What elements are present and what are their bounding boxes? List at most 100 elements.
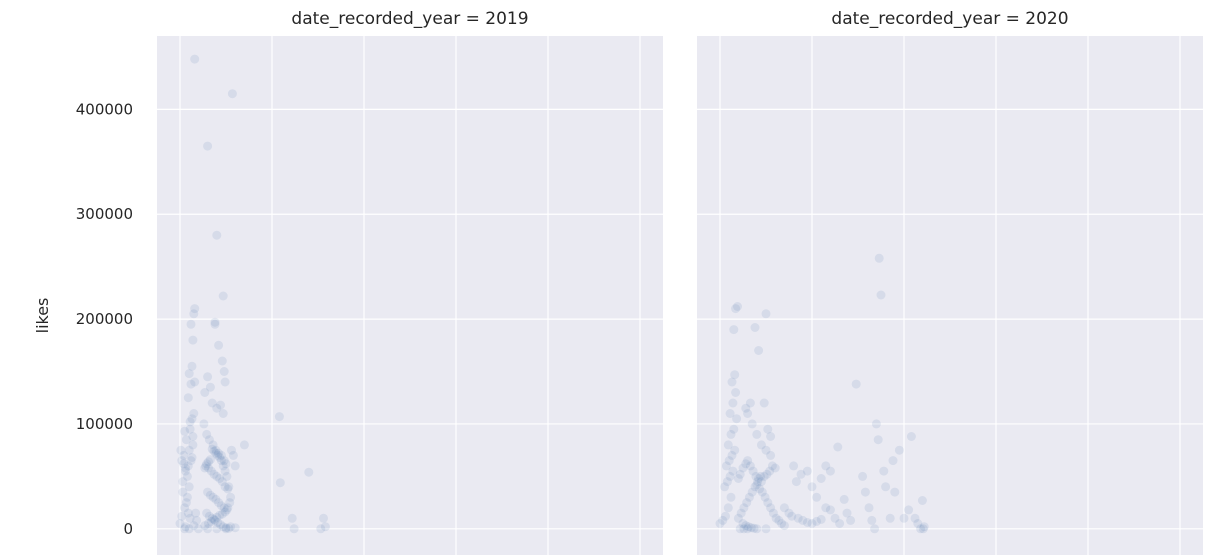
- data-point: [189, 309, 199, 319]
- y-tick-label: 300000: [76, 205, 133, 223]
- data-point: [209, 514, 219, 524]
- data-point: [798, 515, 808, 525]
- data-point: [224, 482, 234, 492]
- data-point: [211, 445, 221, 455]
- data-point: [184, 524, 194, 534]
- data-point: [812, 516, 822, 526]
- data-point: [289, 524, 299, 534]
- data-point: [765, 466, 775, 476]
- data-point: [180, 524, 190, 534]
- data-point: [894, 445, 904, 455]
- data-point: [214, 448, 224, 458]
- data-point: [770, 463, 780, 473]
- data-point: [223, 484, 233, 494]
- data-point: [202, 429, 212, 439]
- data-point: [274, 412, 284, 422]
- data-point: [720, 482, 730, 492]
- data-point: [212, 471, 222, 481]
- data-point: [213, 450, 223, 460]
- data-point: [724, 456, 734, 466]
- data-point: [219, 367, 229, 376]
- data-point: [881, 482, 891, 492]
- data-point: [181, 522, 190, 532]
- data-point: [214, 498, 224, 508]
- data-point: [913, 519, 923, 528]
- data-point: [745, 461, 755, 471]
- data-point: [731, 388, 741, 397]
- y-tick-label: 400000: [76, 100, 133, 118]
- data-point: [221, 459, 231, 469]
- data-point: [210, 515, 220, 525]
- data-point: [759, 398, 769, 408]
- data-point: [760, 492, 770, 502]
- y-tick-label: 100000: [76, 415, 133, 433]
- data-point: [202, 459, 212, 469]
- data-point: [802, 518, 812, 527]
- data-point: [204, 435, 214, 445]
- data-point: [725, 409, 735, 418]
- data-point: [216, 400, 225, 410]
- data-point: [319, 513, 328, 523]
- data-point: [723, 503, 733, 513]
- data-point: [204, 511, 214, 521]
- data-point: [230, 523, 240, 533]
- data-point: [225, 498, 235, 508]
- data-point: [209, 446, 219, 456]
- data-point: [220, 482, 230, 492]
- data-point: [821, 461, 831, 471]
- data-point: [899, 513, 909, 523]
- data-point: [807, 482, 817, 492]
- data-point: [789, 461, 799, 471]
- data-point: [217, 356, 227, 366]
- data-point: [208, 492, 218, 502]
- data-point: [743, 409, 753, 418]
- data-point: [188, 335, 198, 345]
- data-point: [784, 508, 794, 518]
- data-point: [749, 523, 759, 533]
- data-point: [187, 453, 197, 462]
- data-point: [802, 466, 812, 476]
- data-point: [735, 524, 745, 534]
- data-point: [182, 492, 192, 502]
- data-point: [733, 513, 743, 523]
- data-point: [181, 466, 190, 476]
- data-point: [747, 419, 757, 429]
- data-point: [851, 379, 861, 389]
- data-point: [227, 445, 236, 455]
- data-point: [725, 471, 735, 481]
- data-point: [738, 463, 748, 473]
- data-point: [918, 524, 928, 534]
- panel-background: [697, 36, 1203, 555]
- data-point: [888, 456, 898, 466]
- data-point: [200, 463, 210, 473]
- data-point: [825, 466, 835, 476]
- data-point: [205, 455, 215, 465]
- data-point: [774, 515, 784, 525]
- data-point: [183, 393, 193, 403]
- data-point: [766, 432, 776, 441]
- data-point: [186, 379, 196, 389]
- data-point: [835, 519, 845, 528]
- data-point: [728, 466, 738, 476]
- data-point: [846, 515, 856, 525]
- data-point: [779, 503, 789, 513]
- data-point: [766, 503, 776, 513]
- data-point: [796, 469, 806, 479]
- data-point: [206, 466, 216, 476]
- data-point: [209, 469, 219, 479]
- data-point: [744, 492, 754, 502]
- data-point: [219, 503, 229, 513]
- data-point: [726, 492, 736, 502]
- data-point: [180, 503, 190, 513]
- data-point: [874, 253, 884, 263]
- data-point: [178, 487, 188, 497]
- data-point: [833, 442, 843, 452]
- data-point: [177, 511, 187, 521]
- data-point: [189, 521, 199, 531]
- data-point: [215, 510, 225, 520]
- data-point: [200, 521, 210, 531]
- data-point: [203, 487, 213, 497]
- data-point: [207, 398, 217, 408]
- data-point: [761, 524, 771, 534]
- data-point: [204, 457, 213, 467]
